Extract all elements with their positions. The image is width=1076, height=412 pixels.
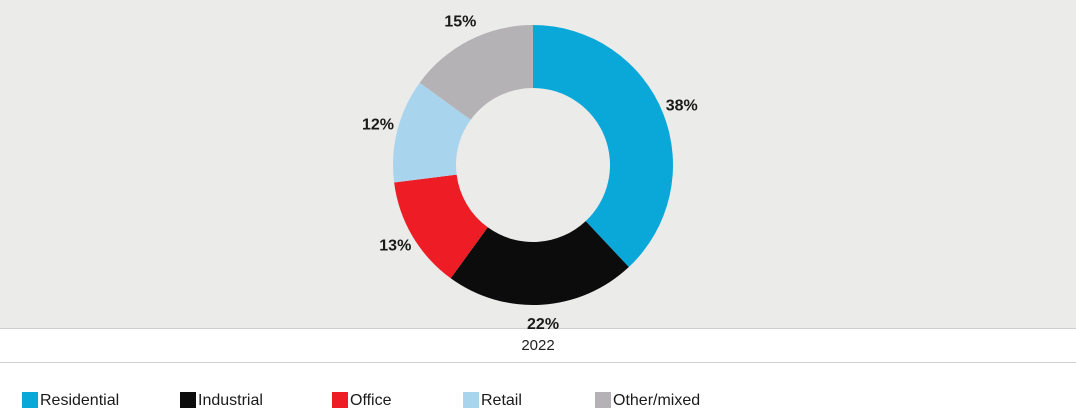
chart-subtitle: 2022 bbox=[521, 337, 554, 354]
legend-swatch bbox=[22, 392, 38, 408]
legend-label: Residential bbox=[40, 392, 119, 409]
legend-swatch bbox=[332, 392, 348, 408]
data-label: 22% bbox=[527, 316, 559, 333]
slice bbox=[393, 82, 471, 183]
data-label: 12% bbox=[362, 116, 394, 133]
data-label: 15% bbox=[444, 14, 476, 31]
data-label: 38% bbox=[666, 97, 698, 114]
legend-swatch bbox=[595, 392, 611, 408]
legend-swatch bbox=[180, 392, 196, 408]
slice bbox=[394, 174, 488, 279]
slice bbox=[450, 221, 629, 306]
legend-label: Industrial bbox=[198, 392, 263, 409]
legend-label: Other/mixed bbox=[613, 392, 700, 409]
data-label: 13% bbox=[379, 238, 411, 255]
legend-label: Retail bbox=[481, 392, 522, 409]
slice bbox=[419, 25, 533, 120]
legend-label: Office bbox=[350, 392, 392, 409]
year-band bbox=[0, 328, 1076, 362]
legend-swatch bbox=[463, 392, 479, 408]
slice bbox=[533, 25, 673, 268]
